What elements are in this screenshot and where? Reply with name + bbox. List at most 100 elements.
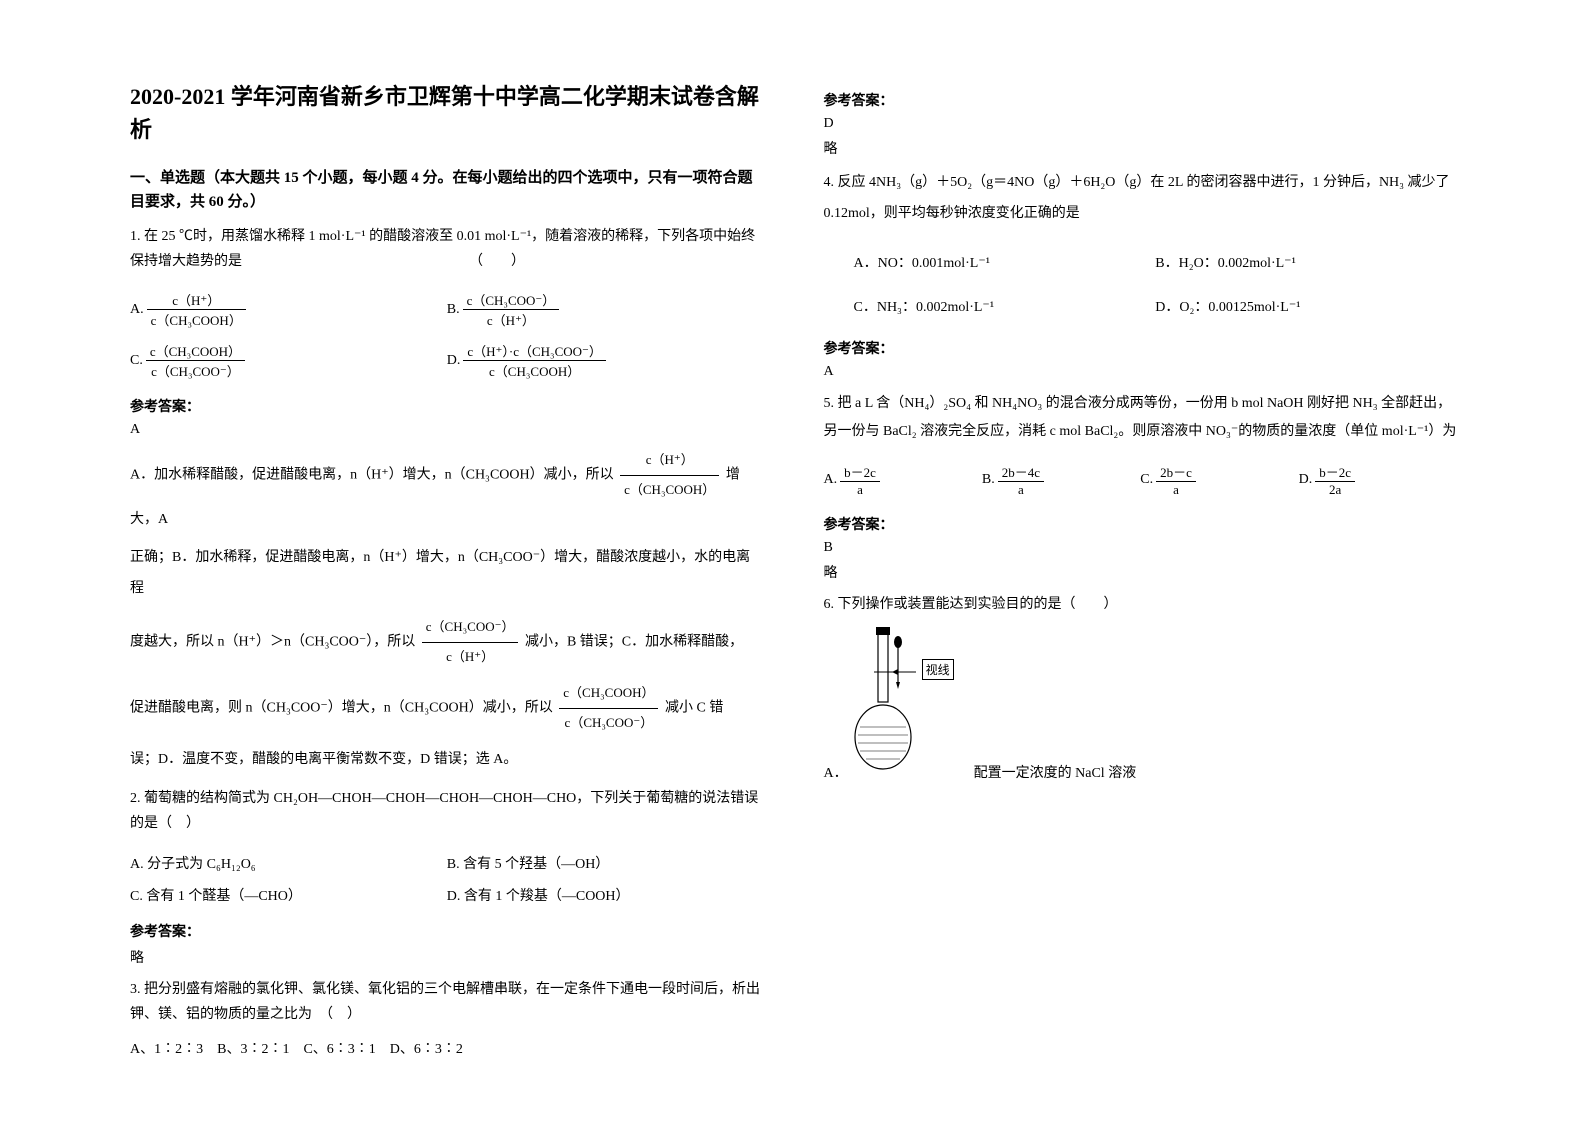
- q2-options: A. 分子式为 C₆H₁₂O₆ B. 含有 5 个羟基（—OH） C. 含有 1…: [130, 847, 764, 911]
- q1-c-frac: c（CH₃COOH） c（CH₃COO⁻）: [146, 341, 245, 380]
- q1-c-label: C.: [130, 353, 143, 369]
- q2-option-a: A. 分子式为 C₆H₁₂O₆: [130, 853, 447, 873]
- q5-c-frac: 2b－c a: [1156, 462, 1196, 498]
- q4-answer-label: 参考答案：: [824, 338, 1458, 358]
- q5-d-label: D.: [1299, 472, 1313, 488]
- q5-c-den: a: [1156, 482, 1196, 498]
- q1-exp1-a: A．加水稀释醋酸，促进醋酸电离，n（H⁺）增大，n（CH₃COOH）减小，所以: [130, 468, 614, 483]
- q5-b-num: 2b－4c: [998, 462, 1044, 482]
- q5-a-label: A.: [824, 472, 838, 488]
- q1-explain-3: 度越大，所以 n（H⁺）＞n（CH₃COO⁻），所以 c（CH₃COO⁻） c（…: [130, 613, 764, 671]
- q3-stem: 3. 把分别盛有熔融的氯化钾、氯化镁、氧化铝的三个电解槽串联，在一定条件下通电一…: [130, 977, 764, 1027]
- q1-option-d: D. c（H⁺）·c（CH₃COO⁻） c（CH₃COOH）: [447, 341, 764, 380]
- q1-b-label: B.: [447, 302, 460, 318]
- q1-d-num: c（H⁺）·c（CH₃COO⁻）: [463, 341, 606, 361]
- q1-d-label: D.: [447, 353, 461, 369]
- q1-a-num: c（H⁺）: [147, 290, 246, 310]
- q6-sight-label: 视线: [922, 659, 954, 680]
- q5-note: 略: [824, 562, 1458, 582]
- section-1-heading: 一、单选题（本大题共 15 个小题，每小题 4 分。在每小题给出的四个选项中，只…: [130, 166, 764, 214]
- q3-answer-label: 参考答案：: [824, 90, 1458, 110]
- q6-option-a-row: A．: [824, 627, 1458, 782]
- q1-exp4-den: c（CH₃COO⁻）: [559, 709, 658, 738]
- q5-d-den: 2a: [1315, 482, 1355, 498]
- q1-exp3-num: c（CH₃COO⁻）: [422, 613, 519, 643]
- q1-exp4-a: 促进醋酸电离，则 n（CH₃COO⁻）增大，n（CH₃COOH）减小，所以: [130, 700, 553, 715]
- q1-b-den: c（H⁺）: [463, 310, 560, 329]
- q2-option-b: B. 含有 5 个羟基（—OH）: [447, 853, 764, 873]
- q5-b-frac: 2b－4c a: [998, 462, 1044, 498]
- q5-c-num: 2b－c: [1156, 462, 1196, 482]
- q5-a-den: a: [840, 482, 880, 498]
- q1-stem-text: 1. 在 25 ℃时，用蒸馏水稀释 1 mol·L⁻¹ 的醋酸溶液至 0.01 …: [130, 229, 755, 269]
- q1-explain-2: 正确；B．加水稀释，促进醋酸电离，n（H⁺）增大，n（CH₃COO⁻）增大，醋酸…: [130, 543, 764, 605]
- q1-exp4-b: 减小 C 错: [665, 700, 723, 715]
- q4-answer: A: [824, 364, 1458, 380]
- q1-options: A. c（H⁺） c（CH₃COOH） B. c（CH₃COO⁻） c（H⁺） …: [130, 284, 764, 386]
- q1-exp4-num: c（CH₃COOH）: [559, 679, 658, 709]
- q5-answer: B: [824, 540, 1458, 556]
- q2-option-d: D. 含有 1 个羧基（—COOH）: [447, 885, 764, 905]
- q5-option-d: D. b－2c 2a: [1299, 462, 1457, 498]
- q1-exp3-b: 减小，B 错误；C．加水稀释醋酸，: [525, 634, 743, 649]
- q1-c-num: c（CH₃COOH）: [146, 341, 245, 361]
- q4-option-d: D．O₂：0.00125mol·L⁻¹: [1155, 296, 1457, 316]
- q4-options: A．NO：0.001mol·L⁻¹ B．H₂O：0.002mol·L⁻¹ C．N…: [824, 240, 1458, 328]
- q1-option-a: A. c（H⁺） c（CH₃COOH）: [130, 290, 447, 329]
- q1-explain-4: 促进醋酸电离，则 n（CH₃COO⁻）增大，n（CH₃COOH）减小，所以 c（…: [130, 679, 764, 737]
- q1-stem: 1. 在 25 ℃时，用蒸馏水稀释 1 mol·L⁻¹ 的醋酸溶液至 0.01 …: [130, 224, 764, 274]
- q1-exp1-num: c（H⁺）: [620, 446, 719, 476]
- q5-a-frac: b－2c a: [840, 462, 880, 498]
- q5-a-num: b－2c: [840, 462, 880, 482]
- q4-option-a: A．NO：0.001mol·L⁻¹: [854, 252, 1156, 272]
- q1-d-den: c（CH₃COOH）: [463, 361, 606, 380]
- q2-option-c: C. 含有 1 个醛基（—CHO）: [130, 885, 447, 905]
- q1-b-num: c（CH₃COO⁻）: [463, 290, 560, 310]
- q5-options: A. b－2c a B. 2b－4c a C. 2b－c a D. b－2c: [824, 456, 1458, 504]
- q4-stem: 4. 反应 4NH₃（g）＋5O₂（g＝4NO（g）＋6H₂O（g）在 2L 的…: [824, 168, 1458, 230]
- q2-answer: 略: [130, 947, 764, 967]
- q6-a-caption: 配置一定浓度的 NaCl 溶液: [974, 762, 1137, 782]
- q5-option-b: B. 2b－4c a: [982, 462, 1140, 498]
- q5-stem: 5. 把 a L 含（NH₄）₂SO₄ 和 NH₄NO₃ 的混合液分成两等份，一…: [824, 390, 1458, 446]
- q1-a-frac: c（H⁺） c（CH₃COOH）: [147, 290, 246, 329]
- q1-a-den: c（CH₃COOH）: [147, 310, 246, 329]
- q5-option-c: C. 2b－c a: [1140, 462, 1298, 498]
- q1-explain-5: 误；D．温度不变，醋酸的电离平衡常数不变，D 错误；选 A。: [130, 745, 764, 776]
- q5-option-a: A. b－2c a: [824, 462, 982, 498]
- q3-answer: D: [824, 116, 1458, 132]
- q1-exp3-frac: c（CH₃COO⁻） c（H⁺）: [422, 613, 519, 671]
- q5-answer-label: 参考答案：: [824, 514, 1458, 534]
- q5-d-frac: b－2c 2a: [1315, 462, 1355, 498]
- q1-explain-1: A．加水稀释醋酸，促进醋酸电离，n（H⁺）增大，n（CH₃COOH）减小，所以 …: [130, 446, 764, 535]
- q4-option-c: C．NH₃：0.002mol·L⁻¹: [854, 296, 1156, 316]
- q1-a-label: A.: [130, 302, 144, 318]
- q1-option-c: C. c（CH₃COOH） c（CH₃COO⁻）: [130, 341, 447, 380]
- q6-a-label: A．: [824, 762, 848, 782]
- q3-note: 略: [824, 138, 1458, 158]
- q2-answer-label: 参考答案：: [130, 921, 764, 941]
- right-column: 参考答案： D 略 4. 反应 4NH₃（g）＋5O₂（g＝4NO（g）＋6H₂…: [794, 80, 1488, 1082]
- q1-answer-label: 参考答案：: [130, 396, 764, 416]
- q2-stem: 2. 葡萄糖的结构简式为 CH₂OH—CHOH—CHOH—CHOH—CHOH—C…: [130, 786, 764, 836]
- q1-option-b: B. c（CH₃COO⁻） c（H⁺）: [447, 290, 764, 329]
- q1-paren: （ ）: [469, 254, 525, 269]
- q1-exp1-frac: c（H⁺） c（CH₃COOH）: [620, 446, 719, 504]
- q3-options: A、1∶2∶3 B、3∶2∶1 C、6∶3∶1 D、6∶3∶2: [130, 1037, 764, 1062]
- q1-exp1-den: c（CH₃COOH）: [620, 476, 719, 505]
- q6-stem: 6. 下列操作或装置能达到实验目的的是（ ）: [824, 592, 1458, 617]
- left-column: 2020-2021 学年河南省新乡市卫辉第十中学高二化学期末试卷含解析 一、单选…: [100, 80, 794, 1082]
- q5-c-label: C.: [1140, 472, 1153, 488]
- q5-b-label: B.: [982, 472, 995, 488]
- exam-title: 2020-2021 学年河南省新乡市卫辉第十中学高二化学期末试卷含解析: [130, 80, 764, 146]
- q1-c-den: c（CH₃COO⁻）: [146, 361, 245, 380]
- q5-d-num: b－2c: [1315, 462, 1355, 482]
- q1-exp4-frac: c（CH₃COOH） c（CH₃COO⁻）: [559, 679, 658, 737]
- q1-exp3-a: 度越大，所以 n（H⁺）＞n（CH₃COO⁻），所以: [130, 634, 415, 649]
- q5-b-den: a: [998, 482, 1044, 498]
- q1-b-frac: c（CH₃COO⁻） c（H⁺）: [463, 290, 560, 329]
- q1-d-frac: c（H⁺）·c（CH₃COO⁻） c（CH₃COOH）: [463, 341, 606, 380]
- volumetric-flask-icon: [848, 627, 918, 782]
- q4-option-b: B．H₂O：0.002mol·L⁻¹: [1155, 252, 1457, 272]
- q1-exp3-den: c（H⁺）: [422, 643, 519, 672]
